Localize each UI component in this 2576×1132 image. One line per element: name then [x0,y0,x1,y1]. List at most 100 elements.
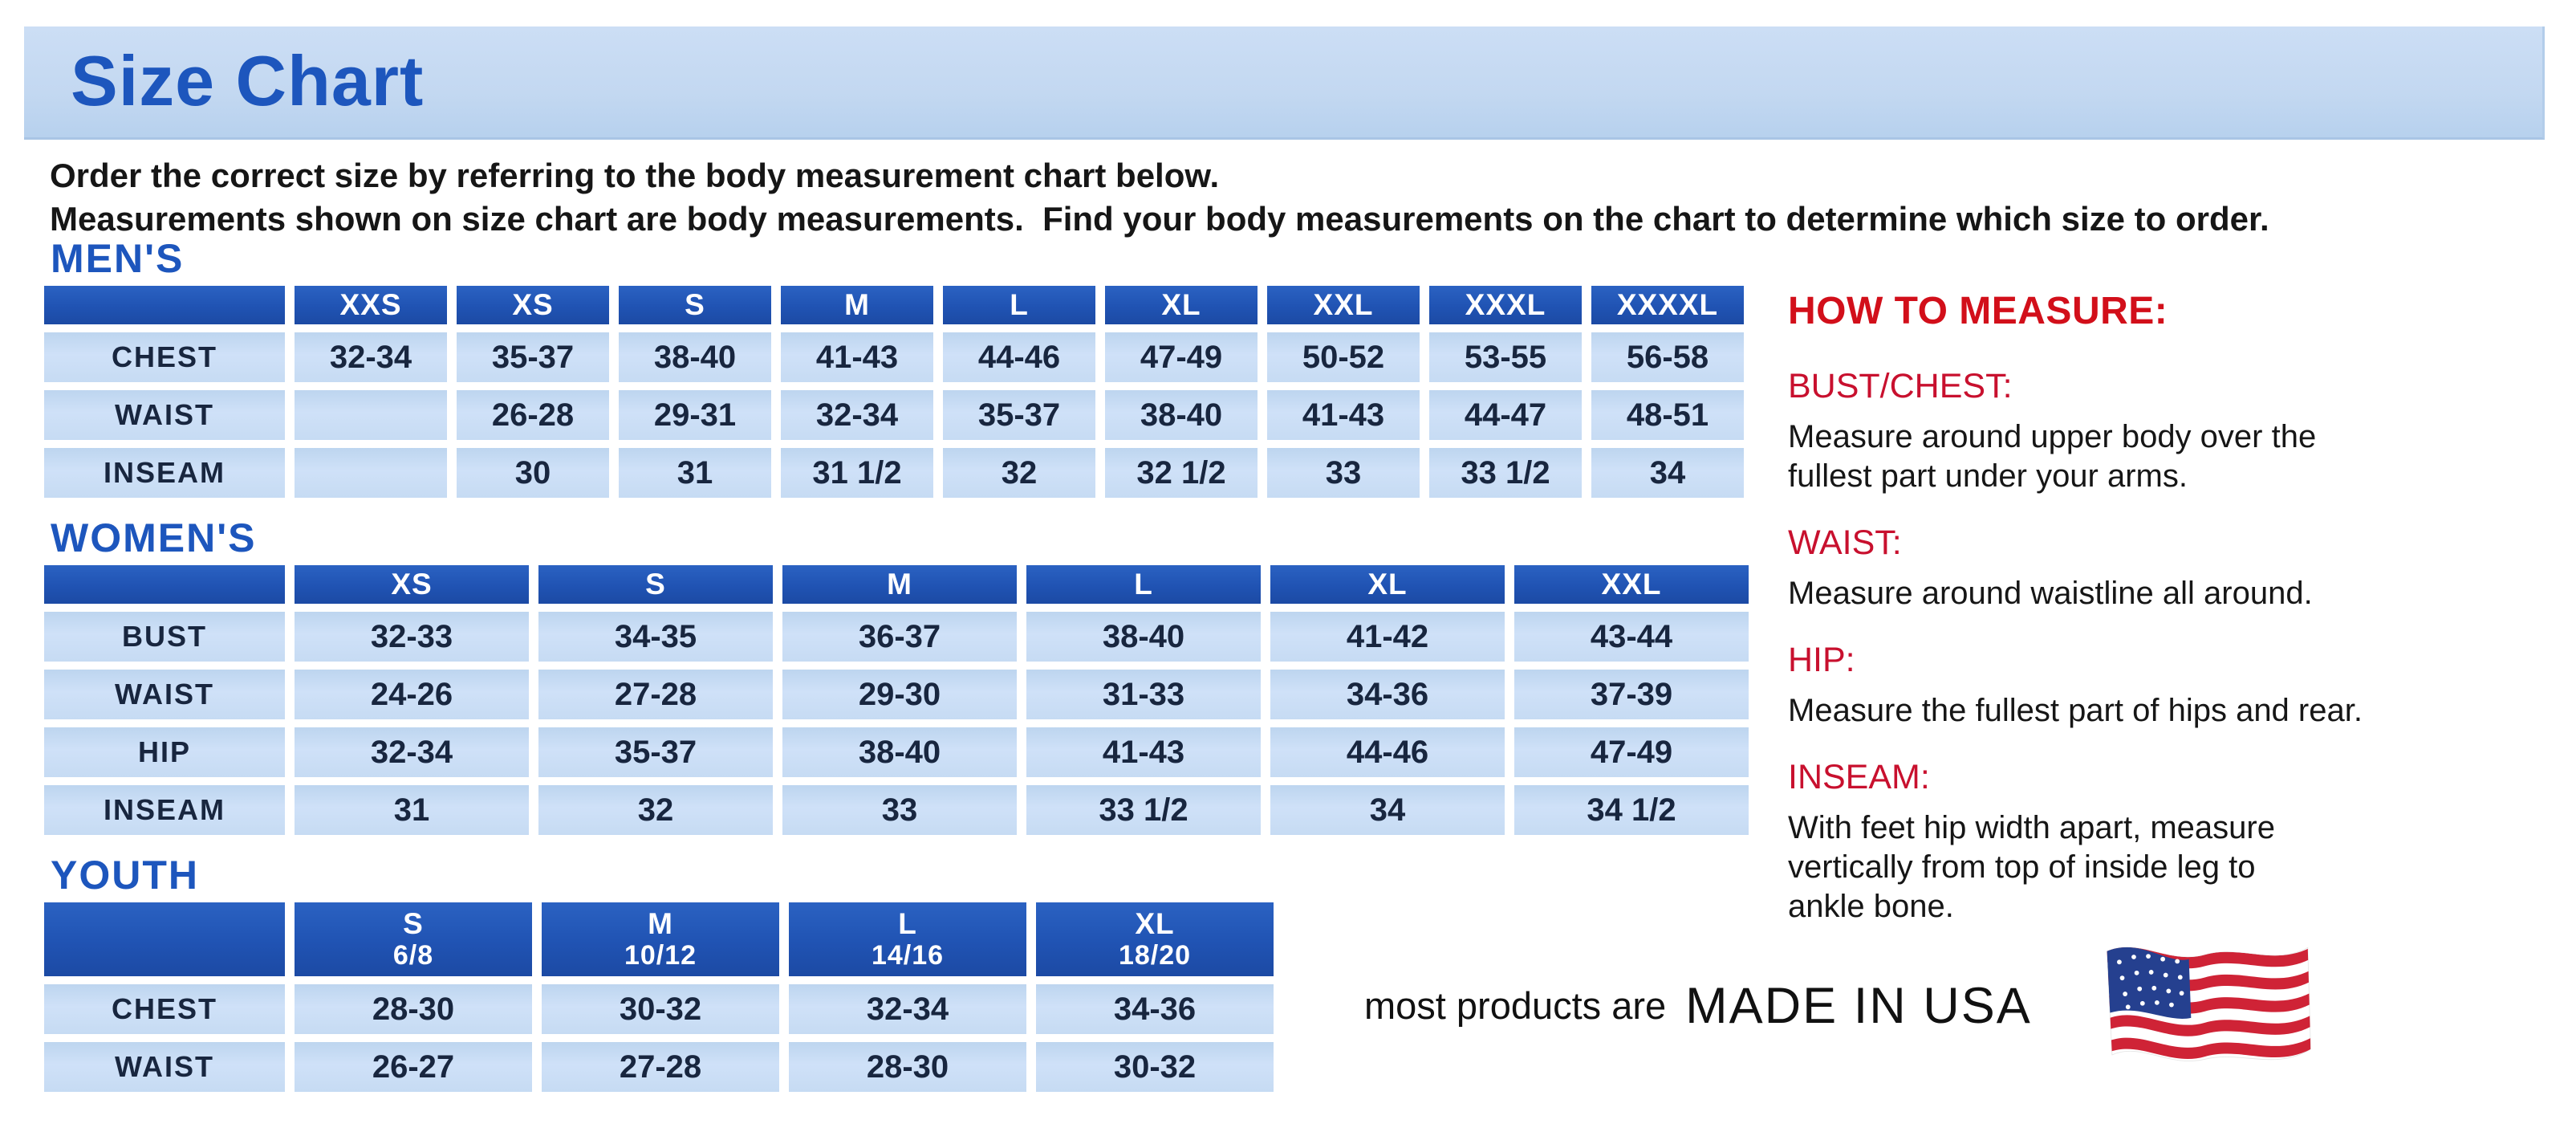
mens-size-cell: 38-40 [1105,390,1258,440]
youth-corner-cell [44,902,285,976]
mens-col-l: L [943,286,1095,324]
measure-text-inseam: With feet hip width apart, measure verti… [1788,810,2275,924]
womens-col-s: S [538,565,773,604]
youth-size-cell: 32-34 [789,984,1026,1034]
mens-size-cell: 35-37 [943,390,1095,440]
womens-row-label-waist: WAIST [44,670,285,719]
youth-col-m: M 10/12 [542,902,779,976]
womens-size-cell: 41-43 [1026,727,1261,777]
womens-size-table: XS S M L XL XXL BUST 32-33 34-35 36-37 38-40 41-42 4… [44,557,1786,843]
womens-size-cell: 43-44 [1514,612,1749,662]
mens-size-cell [295,390,447,440]
footer-prefix-text: most products are [1364,984,1667,1027]
mens-row-label-waist: WAIST [44,390,285,440]
womens-size-cell: 35-37 [538,727,773,777]
womens-row-label-bust: BUST [44,612,285,662]
womens-size-cell: 34-36 [1270,670,1505,719]
womens-col-xl: XL [1270,565,1505,604]
womens-heading: WOMEN'S [51,515,257,560]
womens-col-xxl: XXL [1514,565,1749,604]
youth-table: S 6/8 M 10/12 L 14/16 XL 18/20 CHEST 28-30 30-32 32… [35,894,1283,1100]
womens-size-cell: 34-35 [538,612,773,662]
womens-col-m: M [782,565,1017,604]
womens-size-cell: 44-46 [1270,727,1505,777]
youth-heading: YOUTH [51,853,199,898]
womens-size-cell: 24-26 [295,670,529,719]
measure-label-hip: HIP: [1788,641,1855,679]
measure-item-hip: HIP: Measure the fullest part of hips an… [1788,641,2494,731]
youth-row-label-chest: CHEST [44,984,285,1034]
how-to-measure-section: HOW TO MEASURE: BUST/CHEST: Measure arou… [1788,289,2494,954]
mens-size-cell: 32 1/2 [1105,448,1258,498]
womens-size-cell: 38-40 [782,727,1017,777]
us-flag-icon [2106,947,2311,1062]
how-to-measure-heading: HOW TO MEASURE: [1788,290,2168,332]
measure-label-inseam: INSEAM: [1788,758,1930,796]
womens-size-cell: 32-34 [295,727,529,777]
youth-section: YOUTH S 6/8 M 10/12 L 14/16 XL 18/20 CHEST 28-30 3… [44,854,1786,1100]
measure-text-waist: Measure around waistline all around. [1788,576,2313,611]
measure-text-hip: Measure the fullest part of hips and rea… [1788,693,2363,728]
mens-size-cell: 44-46 [943,332,1095,382]
womens-size-cell: 32 [538,785,773,835]
womens-size-cell: 34 [1270,785,1505,835]
mens-size-cell: 44-47 [1429,390,1582,440]
made-in-usa-footer: most products are MADE IN USA [1364,927,2321,1084]
mens-size-cell: 33 1/2 [1429,448,1582,498]
womens-size-cell: 33 1/2 [1026,785,1261,835]
mens-corner-cell [44,286,285,324]
measure-item-bust-chest: BUST/CHEST: Measure around upper body ov… [1788,367,2494,496]
intro-line-1: Order the correct size by referring to t… [50,157,1220,194]
youth-size-cell: 34-36 [1036,984,1274,1034]
mens-size-cell: 48-51 [1591,390,1744,440]
mens-size-cell: 50-52 [1267,332,1420,382]
mens-size-cell: 41-43 [1267,390,1420,440]
womens-size-cell: 37-39 [1514,670,1749,719]
mens-col-m: M [781,286,933,324]
mens-size-cell: 41-43 [781,332,933,382]
mens-row-label-inseam: INSEAM [44,448,285,498]
youth-size-cell: 30-32 [1036,1042,1274,1092]
womens-size-cell: 34 1/2 [1514,785,1749,835]
mens-size-cell: 33 [1267,448,1420,498]
youth-size-cell: 30-32 [542,984,779,1034]
womens-col-l: L [1026,565,1261,604]
womens-size-cell: 47-49 [1514,727,1749,777]
title-banner: Size Chart [24,26,2545,140]
womens-corner-cell [44,565,285,604]
mens-size-cell: 31 [619,448,771,498]
womens-size-cell: 33 [782,785,1017,835]
mens-col-xxl: XXL [1267,286,1420,324]
mens-size-cell: 32 [943,448,1095,498]
mens-size-cell: 29-31 [619,390,771,440]
measure-item-inseam: INSEAM: With feet hip width apart, measu… [1788,758,2494,926]
womens-size-cell: 29-30 [782,670,1017,719]
womens-row-label-hip: HIP [44,727,285,777]
mens-size-cell: 32-34 [295,332,447,382]
mens-heading: MEN'S [51,236,185,281]
youth-size-table: S 6/8 M 10/12 L 14/16 XL 18/20 CHEST 28-30 30-32 32… [44,894,1786,1100]
measure-label-bust-chest: BUST/CHEST: [1788,367,2013,405]
mens-size-cell: 35-37 [457,332,609,382]
mens-col-xxs: XXS [295,286,447,324]
mens-col-xs: XS [457,286,609,324]
intro-text: Order the correct size by referring to t… [50,154,2269,241]
womens-size-cell: 38-40 [1026,612,1261,662]
youth-size-cell: 26-27 [295,1042,532,1092]
womens-row-label-inseam: INSEAM [44,785,285,835]
made-in-usa-text: MADE IN USA [1685,977,2032,1034]
mens-section: MEN'S XXS XS S M L XL XXL XXXL XXXXL CHEST 32-34 35… [44,238,1786,506]
womens-size-cell: 41-42 [1270,612,1505,662]
womens-size-cell: 31-33 [1026,670,1261,719]
womens-size-cell: 31 [295,785,529,835]
mens-size-cell: 32-34 [781,390,933,440]
mens-col-xxxxl: XXXXL [1591,286,1744,324]
womens-size-cell: 36-37 [782,612,1017,662]
youth-col-l: L 14/16 [789,902,1026,976]
measure-label-waist: WAIST: [1788,523,1902,562]
youth-col-xl: XL 18/20 [1036,902,1274,976]
page-title: Size Chart [71,41,425,120]
mens-size-cell: 53-55 [1429,332,1582,382]
mens-size-cell [295,448,447,498]
